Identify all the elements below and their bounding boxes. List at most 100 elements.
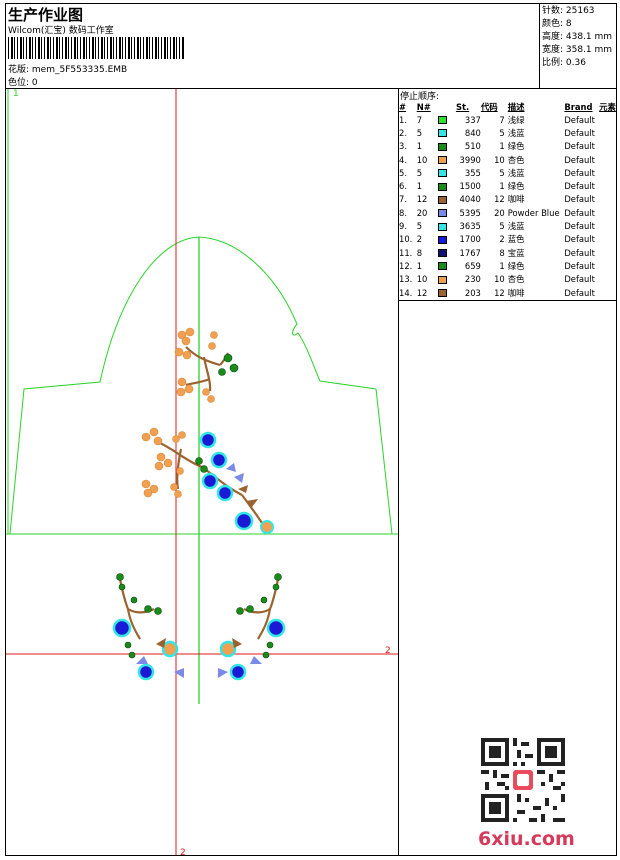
row-swatch — [438, 140, 456, 153]
row-swatch — [438, 166, 456, 179]
row-index: 4. — [399, 154, 407, 165]
row-stitches: 659 — [464, 260, 481, 271]
row-brand: Default — [564, 181, 595, 192]
row-needle: 12 — [416, 194, 428, 205]
color-swatch — [438, 116, 448, 125]
row-element — [599, 166, 620, 179]
table-row: 7. 12 4040 12 咖啡 Default — [399, 193, 620, 206]
row-code: 10 — [494, 274, 505, 285]
row-description: 浅蓝 — [507, 221, 525, 232]
color-swatch — [438, 262, 448, 271]
header-divider — [5, 88, 617, 89]
row-index: 14. — [399, 287, 413, 298]
row-stitches: 1767 — [459, 247, 481, 258]
row-code: 1 — [499, 141, 505, 152]
table-row: 12. 1 659 1 绿色 Default — [399, 259, 620, 272]
table-row: 1. 7 337 7 浅绿 Default — [399, 113, 620, 126]
row-element — [599, 286, 620, 299]
row-index: 13. — [399, 274, 413, 285]
row-brand: Default — [564, 287, 595, 298]
row-description: Powder Blue — [507, 207, 560, 218]
page-title: 生产作业图 — [8, 6, 84, 24]
row-element — [599, 140, 620, 153]
row-stitches: 203 — [464, 287, 481, 298]
row-element — [599, 179, 620, 192]
row-swatch — [438, 219, 456, 232]
color-swatch — [438, 289, 448, 297]
row-index: 1. — [399, 114, 407, 125]
row-swatch — [438, 153, 456, 166]
pattern-file: 花版: mem_5F553335.EMB — [8, 65, 128, 75]
color-swatch — [438, 249, 448, 258]
row-element — [599, 273, 620, 286]
embroidery-canvas — [6, 89, 398, 855]
row-description: 浅绿 — [507, 114, 525, 125]
row-needle: 1 — [416, 141, 423, 152]
stats-divider — [539, 3, 540, 89]
row-swatch — [438, 126, 456, 139]
row-code: 10 — [494, 154, 505, 165]
row-element — [599, 126, 620, 139]
design-height: 高度: 438.1 mm — [542, 32, 613, 42]
table-row: 3. 1 510 1 绿色 Default — [399, 140, 620, 153]
row-index: 7. — [399, 194, 407, 205]
row-description: 蓝色 — [507, 234, 525, 245]
table-row: 9. 5 3635 5 浅蓝 Default — [399, 219, 620, 232]
row-element — [599, 219, 620, 232]
row-swatch — [438, 206, 456, 219]
row-swatch — [438, 246, 456, 259]
row-needle: 20 — [416, 207, 428, 218]
company-name: Wilcom(汇宝) 数码工作室 — [8, 26, 114, 36]
row-stitches: 337 — [464, 114, 481, 125]
col-brand: Brand — [564, 102, 593, 112]
row-needle: 1 — [416, 181, 423, 192]
row-index: 11. — [399, 247, 413, 258]
row-index: 12. — [399, 260, 413, 271]
row-needle: 10 — [416, 274, 428, 285]
row-brand: Default — [564, 260, 595, 271]
row-code: 8 — [499, 247, 505, 258]
row-description: 杏色 — [507, 154, 525, 165]
row-code: 2 — [499, 234, 505, 245]
row-swatch — [438, 113, 456, 126]
row-brand: Default — [564, 127, 595, 138]
col-stitches: St. — [455, 102, 470, 112]
row-code: 7 — [499, 114, 505, 125]
row-code: 1 — [499, 181, 505, 192]
col-needle: N# — [416, 102, 431, 112]
barcode — [8, 37, 185, 59]
row-needle: 2 — [416, 234, 423, 245]
row-code: 1 — [499, 260, 505, 271]
row-index: 3. — [399, 141, 407, 152]
row-brand: Default — [564, 194, 595, 205]
color-swatch — [438, 195, 448, 204]
table-row: 11. 8 1767 8 宝蓝 Default — [399, 246, 620, 259]
row-code: 5 — [499, 167, 505, 178]
row-swatch — [438, 233, 456, 246]
row-index: 10. — [399, 234, 413, 245]
row-code: 5 — [499, 221, 505, 232]
motif-top-sprig — [174, 327, 239, 403]
color-swatch — [438, 142, 448, 151]
table-row: 14. 12 203 12 咖啡 Default — [399, 286, 620, 299]
row-code: 12 — [494, 194, 505, 205]
row-swatch — [438, 273, 456, 286]
row-description: 浅蓝 — [507, 127, 525, 138]
color-swatch — [438, 209, 448, 218]
color-position: 色位: 0 — [8, 78, 38, 88]
row-stitches: 355 — [464, 167, 481, 178]
row-index: 2. — [399, 127, 407, 138]
row-needle: 8 — [416, 247, 423, 258]
stitch-count: 针数: 25163 — [542, 6, 595, 16]
row-description: 绿色 — [507, 141, 525, 152]
row-stitches: 4040 — [459, 194, 481, 205]
row-index: 8. — [399, 207, 407, 218]
row-stitches: 230 — [464, 274, 481, 285]
color-swatch — [438, 275, 448, 284]
row-description: 绿色 — [507, 260, 525, 271]
page-frame — [5, 3, 617, 856]
row-element — [599, 193, 620, 206]
row-brand: Default — [564, 167, 595, 178]
row-needle: 5 — [416, 127, 423, 138]
row-needle: 7 — [416, 114, 423, 125]
